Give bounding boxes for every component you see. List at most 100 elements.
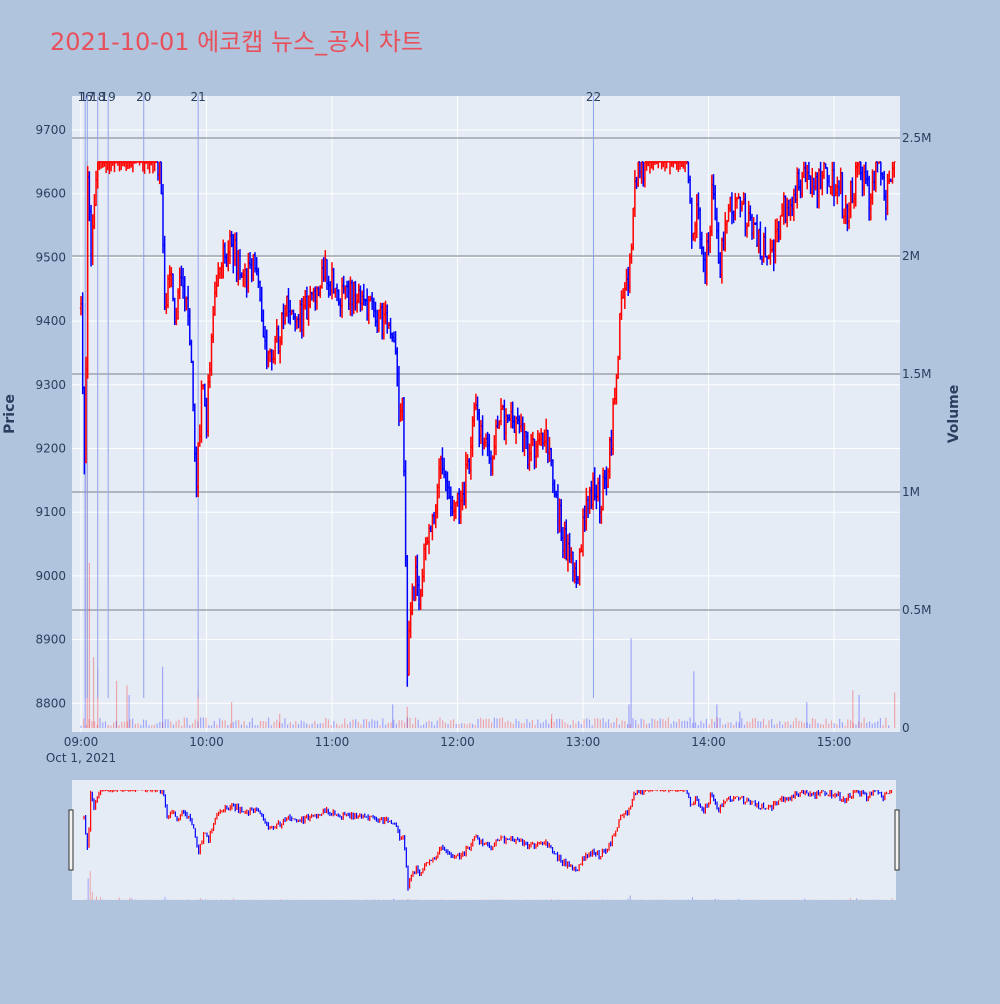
volume-bar: [268, 718, 269, 728]
volume-bar: [418, 720, 419, 728]
volume-bar: [804, 723, 805, 728]
slider-volume-bar: [810, 899, 811, 900]
volume-bar: [233, 722, 234, 728]
slider-volume-bar: [794, 899, 795, 900]
volume-bar: [643, 719, 644, 728]
slider-volume-bar: [131, 898, 132, 900]
volume-bar: [586, 718, 587, 728]
slider-volume-bar: [129, 898, 130, 900]
volume-bar: [515, 719, 516, 728]
volume-bar: [695, 722, 696, 728]
slider-volume-bar: [165, 897, 166, 900]
volume-bar: [260, 721, 261, 728]
volume-bar: [554, 722, 555, 728]
volume-bar: [458, 724, 459, 728]
slider-volume-bar: [96, 896, 97, 900]
news-marker-label: 20: [136, 90, 151, 104]
volume-bar: [306, 724, 307, 728]
volume-bar: [864, 718, 865, 728]
volume-bar: [872, 724, 873, 728]
volume-bar: [235, 720, 236, 728]
volume-bar: [491, 722, 492, 728]
volume-bar: [796, 718, 797, 728]
volume-bar: [589, 720, 590, 728]
slider-handle-left[interactable]: [69, 810, 73, 870]
volume-bar: [437, 721, 438, 728]
range-slider[interactable]: [69, 780, 899, 900]
volume-bar: [823, 725, 824, 728]
volume-bar: [181, 726, 182, 728]
volume-bar: [322, 723, 323, 728]
volume-tick-label: 0.5M: [902, 603, 931, 617]
volume-bar: [733, 725, 734, 728]
volume-bar: [271, 725, 272, 728]
volume-bar: [167, 719, 168, 728]
volume-bar: [564, 722, 565, 728]
volume-bar: [624, 721, 625, 728]
volume-bar: [132, 719, 133, 728]
volume-bar: [282, 723, 283, 728]
volume-bar: [390, 722, 391, 728]
volume-bar: [681, 721, 682, 728]
volume-bar: [434, 725, 435, 728]
volume-bar: [592, 725, 593, 728]
volume-bar: [186, 718, 187, 728]
volume-bar: [222, 721, 223, 728]
volume-bar: [456, 724, 457, 728]
volume-bar: [494, 718, 495, 728]
volume-bar: [831, 721, 832, 728]
volume-bar: [192, 723, 193, 728]
slider-volume-bar: [850, 898, 851, 900]
price-tick-label: 9600: [35, 187, 66, 201]
slider-volume-bar: [88, 878, 89, 900]
volume-bar: [850, 720, 851, 728]
volume-bar: [874, 723, 875, 728]
volume-bar: [894, 693, 895, 728]
volume-bar: [684, 721, 685, 728]
volume-bar: [439, 717, 440, 728]
volume-bar: [385, 725, 386, 728]
volume-bar: [173, 725, 174, 728]
volume-bar: [225, 720, 226, 728]
volume-bar: [866, 723, 867, 728]
volume-bar: [360, 725, 361, 728]
price-tick-label: 8900: [35, 633, 66, 647]
slider-volume-bar: [856, 898, 857, 900]
volume-bar: [176, 721, 177, 728]
price-tick-label: 9500: [35, 250, 66, 264]
slider-handle-right[interactable]: [895, 810, 899, 870]
volume-bar: [298, 724, 299, 728]
volume-bar: [488, 719, 489, 728]
volume-bar: [124, 722, 125, 728]
volume-bar: [309, 725, 310, 728]
volume-bar: [809, 724, 810, 728]
volume-bar: [165, 719, 166, 728]
slider-volume-bar: [715, 899, 716, 900]
volume-bar: [110, 726, 111, 728]
volume-bar: [238, 720, 239, 728]
volume-bar: [121, 722, 122, 728]
volume-bar: [486, 719, 487, 728]
volume-bar: [801, 722, 802, 728]
volume-bar: [230, 724, 231, 728]
volume-bar: [828, 724, 829, 728]
volume-bar: [537, 719, 538, 728]
slider-volume-bar: [416, 899, 417, 900]
volume-bar: [540, 723, 541, 728]
volume-bar: [719, 718, 720, 728]
volume-bar: [205, 718, 206, 728]
volume-bar: [472, 724, 473, 728]
slider-volume-bar: [692, 897, 693, 900]
slider-volume-bar: [205, 899, 206, 900]
volume-bar: [812, 718, 813, 728]
slider-volume-bar: [393, 899, 394, 900]
slider-volume-bar: [738, 899, 739, 900]
slider-volume-bar: [615, 899, 616, 900]
main-plot[interactable]: 8800890090009100920093009400950096009700…: [2, 90, 962, 765]
volume-tick-label: 1.5M: [902, 367, 931, 381]
slider-volume-bar: [92, 892, 93, 900]
slider-volume-bar: [202, 899, 203, 900]
volume-bar: [594, 718, 595, 728]
volume-bar: [679, 719, 680, 728]
volume-bar: [214, 721, 215, 728]
